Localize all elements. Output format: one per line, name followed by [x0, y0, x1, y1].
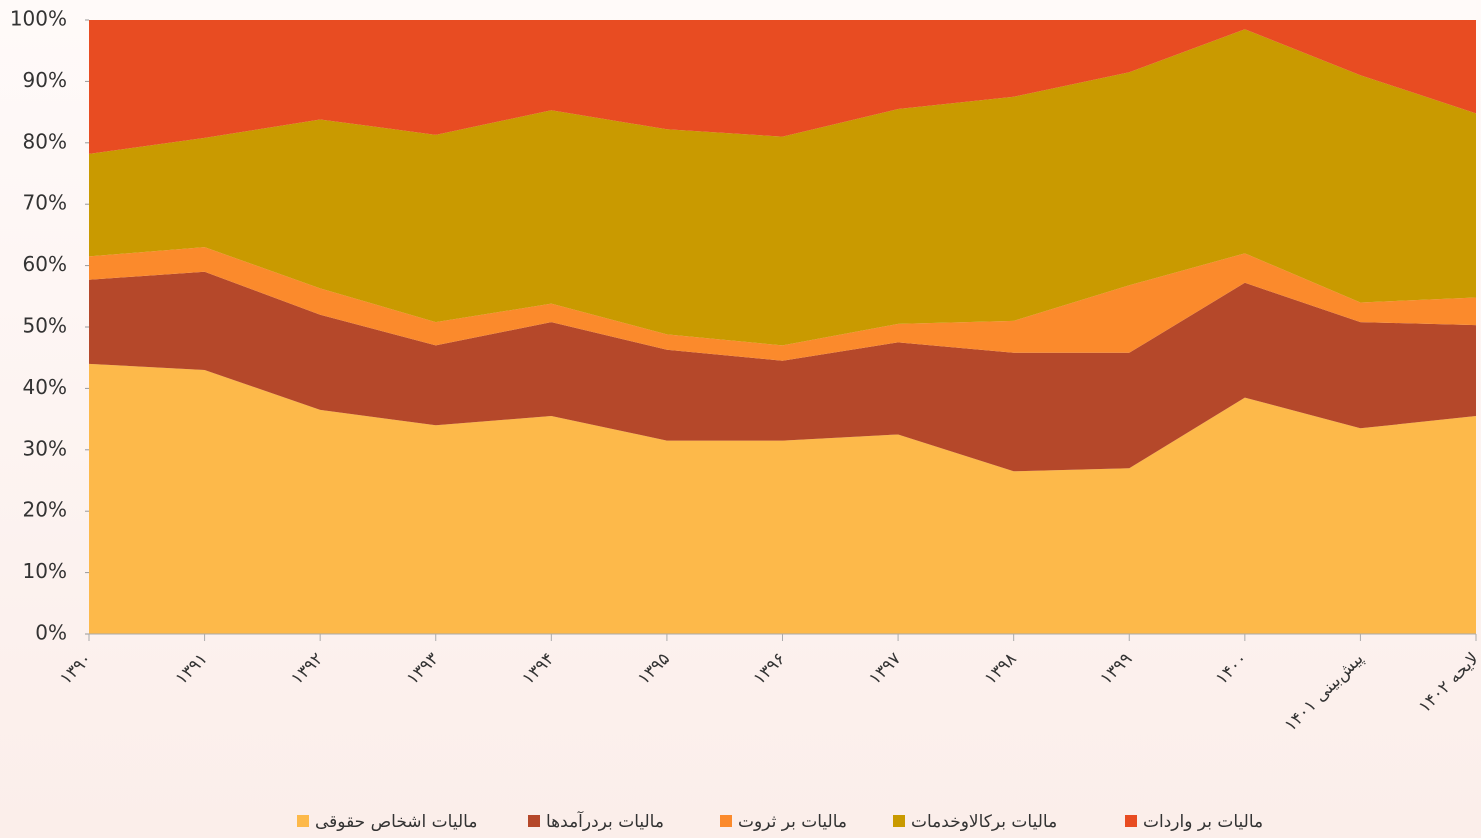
y-tick-label: 40%	[23, 375, 67, 399]
x-tick-label: ۱۳۹۲	[287, 649, 327, 689]
area	[89, 271, 1476, 472]
y-tick-label: 60%	[23, 252, 67, 276]
y-tick-label: 0%	[35, 621, 67, 645]
area	[89, 20, 1476, 154]
legend-swatch	[528, 815, 540, 827]
area	[89, 247, 1476, 361]
y-tick-label: 70%	[23, 191, 67, 215]
x-tick-label: لایحه ۱۴۰۲	[1415, 649, 1481, 717]
y-tick-label: 100%	[10, 7, 67, 31]
y-tick-label: 50%	[23, 314, 67, 338]
x-tick-label: ۱۳۹۸	[981, 649, 1021, 689]
x-tick-label: ۱۳۹۵	[634, 649, 674, 689]
x-tick-label: پیش‌بینی ۱۴۰۱	[1281, 649, 1368, 736]
y-tick-label: 90%	[23, 68, 67, 92]
y-tick-label: 20%	[23, 498, 67, 522]
legend-label: مالیات بردرآمدها	[546, 810, 664, 832]
x-tick-label: ۱۳۹۳	[403, 649, 443, 689]
legend-swatch	[893, 815, 905, 827]
legend-swatch	[297, 815, 309, 827]
x-tick-label: ۱۳۹۱	[172, 649, 212, 689]
legend-label: مالیات بر واردات	[1143, 812, 1263, 832]
legend-swatch	[720, 815, 732, 827]
y-tick-label: 80%	[23, 129, 67, 153]
area	[89, 363, 1476, 634]
y-tick-label: 10%	[23, 559, 67, 583]
legend-swatch	[1125, 815, 1137, 827]
x-tick-label: ۱۳۹۴	[518, 649, 558, 689]
y-tick-label: 30%	[23, 436, 67, 460]
area	[89, 29, 1476, 346]
legend-label: مالیات برکالاوخدمات	[911, 812, 1057, 832]
legend-label: مالیات اشخاص حقوقی	[315, 812, 477, 832]
x-tick-label: ۱۳۹۶	[750, 649, 790, 689]
legend-label: مالیات بر ثروت	[738, 812, 847, 832]
x-tick-label: ۱۳۹۷	[865, 649, 905, 689]
x-tick-label: ۱۳۹۹	[1096, 649, 1136, 689]
x-tick-label: ۱۳۹۰	[56, 649, 96, 689]
x-tick-label: ۱۴۰۰	[1212, 649, 1252, 689]
